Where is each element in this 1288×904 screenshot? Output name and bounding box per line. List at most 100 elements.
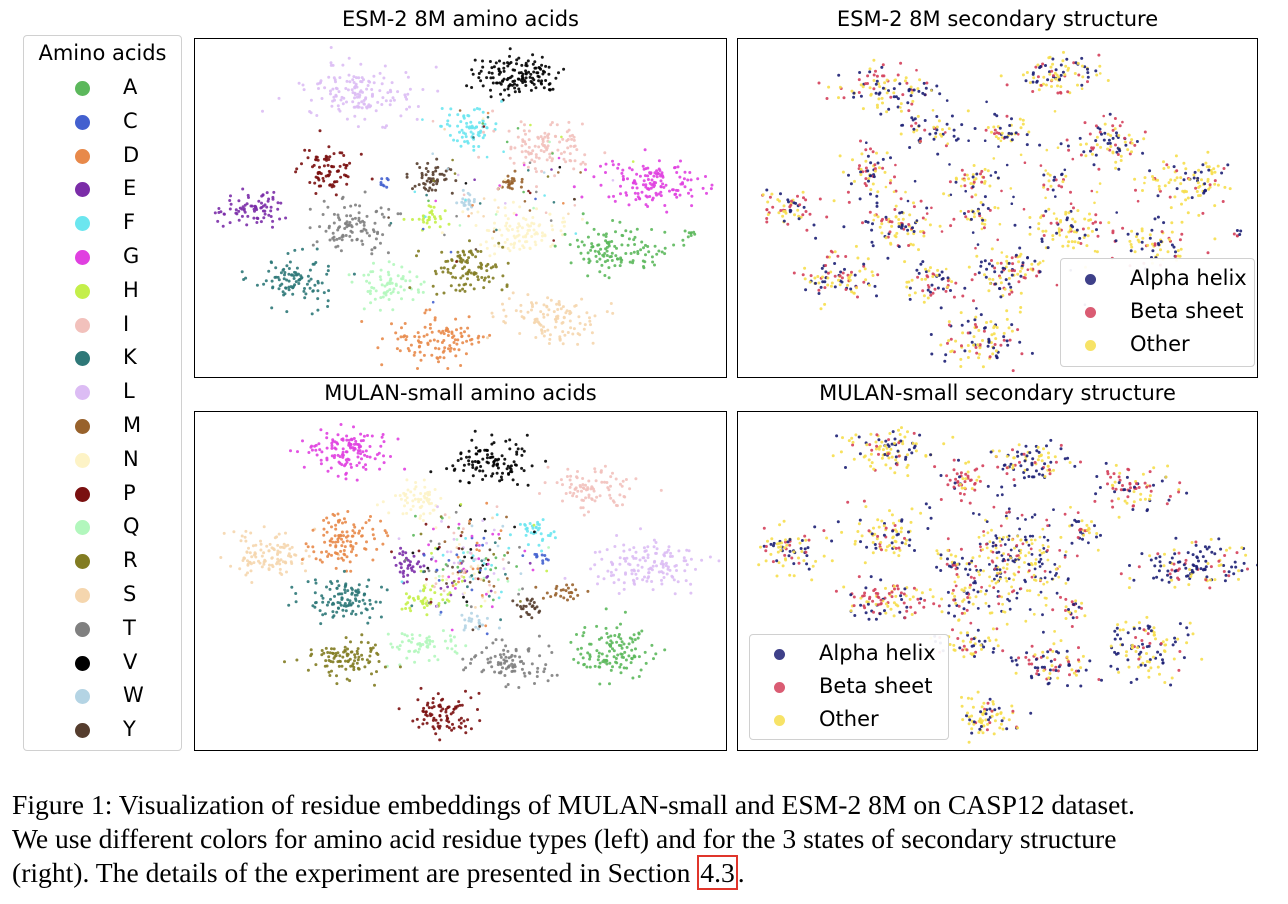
esm-aa-points xyxy=(213,46,714,370)
point-cluster xyxy=(219,525,341,584)
aa-legend-label: P xyxy=(123,480,136,505)
aa-legend-item: R xyxy=(24,546,181,579)
point-cluster xyxy=(942,164,1000,199)
mulan-aa-scatter xyxy=(194,411,727,751)
aa-legend-item: Y xyxy=(24,715,181,748)
aa-legend-label: S xyxy=(123,582,137,606)
aa-legend-label: W xyxy=(123,683,144,708)
aa-legend-label: C xyxy=(123,108,138,133)
aa-legend-label: H xyxy=(123,277,139,302)
aa-legend-item: S xyxy=(24,580,181,613)
aa-legend-item: Q xyxy=(24,512,181,545)
aa-legend-item: F xyxy=(24,208,181,241)
mulan-ss-scatter: Alpha helix Beta sheet Other xyxy=(737,411,1258,751)
ss-legend-label: Other xyxy=(1130,332,1190,356)
aa-legend-marker xyxy=(75,317,90,333)
ss-legend-item: Alpha helix xyxy=(1061,263,1254,296)
aa-legend-label: V xyxy=(123,649,138,674)
aa-legend-item: M xyxy=(24,411,181,444)
point-cluster xyxy=(461,634,559,689)
point-cluster xyxy=(402,204,451,232)
point-cluster xyxy=(261,46,440,130)
point-cluster xyxy=(1232,229,1243,238)
point-cluster xyxy=(1059,518,1102,545)
aa-legend-label: T xyxy=(123,615,136,640)
ss-legend-item: Other xyxy=(750,704,948,737)
point-cluster xyxy=(240,247,356,316)
point-cluster xyxy=(393,546,426,585)
point-cluster xyxy=(831,68,1146,310)
point-cluster xyxy=(538,464,663,517)
point-cluster xyxy=(757,519,834,582)
esm-aa-title: ESM-2 8M amino acids xyxy=(342,7,579,31)
point-cluster xyxy=(831,426,968,478)
beta-sheet-marker xyxy=(774,682,785,693)
point-cluster xyxy=(511,597,542,620)
point-cluster xyxy=(347,260,426,312)
point-cluster xyxy=(534,583,590,602)
beta-sheet-marker xyxy=(1085,307,1096,318)
aa-legend-item: N xyxy=(24,445,181,478)
ss-legend-label: Other xyxy=(819,707,879,731)
point-cluster xyxy=(1059,112,1147,171)
ss-legend-label: Beta sheet xyxy=(819,674,933,698)
point-cluster xyxy=(439,99,503,152)
aa-legend-marker xyxy=(75,250,90,265)
aa-legend-marker xyxy=(75,81,90,96)
point-cluster xyxy=(289,423,407,482)
point-cluster xyxy=(792,236,880,311)
point-cluster xyxy=(1133,150,1232,217)
aa-legend-label: A xyxy=(123,75,138,99)
aa-legend-item: G xyxy=(24,242,181,275)
point-cluster xyxy=(390,501,550,636)
aa-legend-marker xyxy=(75,689,90,705)
caption-line-1: Figure 1: Visualization of residue embed… xyxy=(12,789,1135,820)
point-cluster xyxy=(465,47,566,102)
mulan-ss-legend: Alpha helix Beta sheet Other xyxy=(749,634,949,740)
point-cluster xyxy=(946,467,1100,643)
point-cluster xyxy=(834,575,941,621)
mulan-aa-points xyxy=(219,423,721,742)
aa-legend-item: K xyxy=(24,343,181,376)
aa-legend-label: M xyxy=(123,413,142,437)
point-cluster xyxy=(1119,536,1257,590)
point-cluster xyxy=(496,169,524,191)
point-cluster xyxy=(1009,639,1103,688)
mulan-aa-title: MULAN-small amino acids xyxy=(324,381,597,405)
point-cluster xyxy=(817,58,942,116)
aa-legend-marker xyxy=(75,452,90,468)
point-cluster xyxy=(989,438,1082,489)
point-cluster xyxy=(999,50,1110,95)
section-reference-link[interactable]: 4.3 xyxy=(697,855,738,890)
aa-legend-label: L xyxy=(123,379,135,404)
point-cluster xyxy=(440,198,584,258)
point-cluster xyxy=(1042,172,1072,194)
point-cluster xyxy=(213,187,288,229)
aa-legend-item: A xyxy=(24,73,181,106)
aa-legend-label: F xyxy=(123,210,136,235)
point-cluster xyxy=(375,478,443,530)
point-cluster xyxy=(952,201,997,230)
aa-legend-marker xyxy=(75,216,90,232)
aa-legend-item: V xyxy=(24,648,181,681)
aa-legend-label: N xyxy=(123,446,139,471)
aa-legend-item: T xyxy=(24,614,181,647)
aa-legend-marker xyxy=(75,351,90,367)
aa-legend-item: W xyxy=(24,681,181,714)
aa-legend-item: C xyxy=(24,107,181,140)
aa-legend-item: L xyxy=(24,377,181,410)
aa-legend-item: D xyxy=(24,141,181,174)
caption-line-3: (right). The details of the experiment a… xyxy=(12,855,1287,890)
caption-line-2: We use different colors for amino acid r… xyxy=(12,823,1117,854)
aa-legend-item: P xyxy=(24,479,181,512)
point-cluster xyxy=(933,458,990,505)
point-cluster xyxy=(300,510,390,573)
alpha-helix-marker xyxy=(1085,274,1096,285)
point-cluster xyxy=(836,499,940,595)
aa-legend-marker xyxy=(75,486,90,502)
point-cluster xyxy=(1093,461,1189,519)
point-cluster xyxy=(569,607,667,686)
ss-legend-item: Alpha helix xyxy=(750,638,948,671)
aa-legend-marker xyxy=(75,148,90,164)
